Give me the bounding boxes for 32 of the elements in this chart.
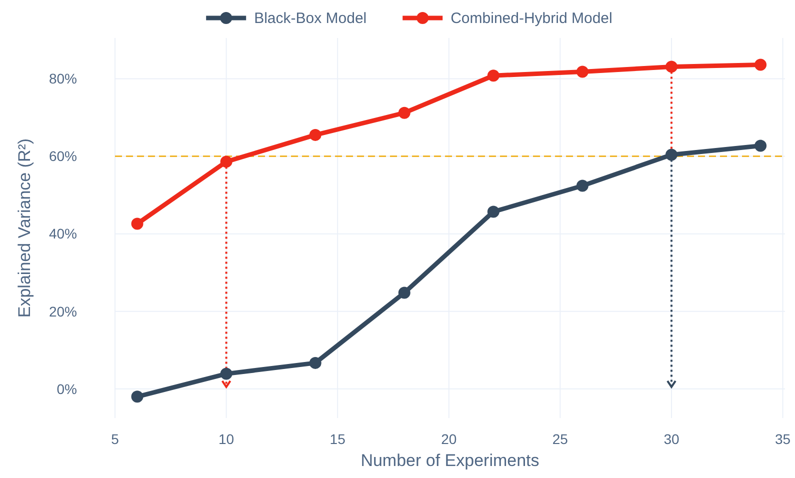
point — [131, 390, 144, 403]
point — [754, 58, 767, 71]
x-tick-label: 30 — [664, 431, 680, 447]
point — [309, 128, 322, 141]
point — [487, 70, 500, 82]
point — [487, 206, 500, 218]
y-tick-label: 40% — [48, 226, 77, 242]
point — [398, 106, 410, 119]
legend-label: Combined-Hybrid Model — [450, 10, 612, 27]
point — [665, 148, 678, 161]
x-tick-label: 5 — [111, 431, 120, 447]
point — [220, 368, 232, 380]
x-tick-label: 20 — [441, 431, 457, 447]
point — [220, 156, 232, 168]
point — [665, 60, 678, 73]
x-axis-title: Number of Experiments — [360, 451, 540, 470]
y-tick-label: 20% — [48, 303, 77, 320]
point — [309, 356, 322, 369]
y-tick-label: 60% — [48, 148, 77, 164]
x-tick-label: 25 — [552, 431, 568, 447]
y-axis-title: Explained Variance (R²) — [15, 138, 34, 318]
point — [131, 218, 144, 230]
y-tick-label: 80% — [48, 70, 77, 87]
point — [398, 286, 410, 299]
point — [576, 66, 588, 78]
y-tick-label: 0% — [56, 380, 77, 397]
legend-label: Black-Box Model — [254, 10, 367, 27]
x-tick-label: 15 — [330, 431, 346, 447]
x-tick-label: 10 — [218, 431, 234, 447]
x-tick-label: 35 — [774, 431, 791, 447]
point — [576, 180, 588, 192]
point — [754, 140, 767, 152]
